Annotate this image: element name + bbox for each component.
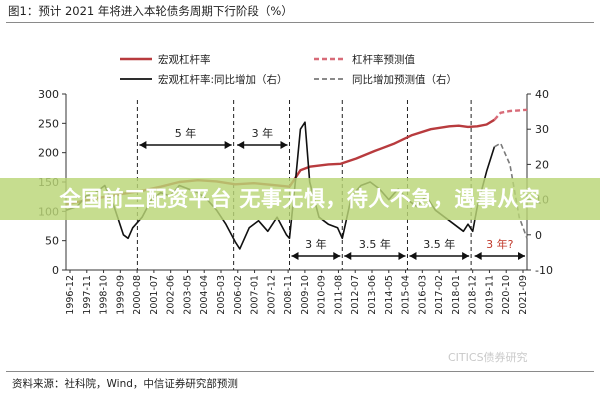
x-tick-label: 2000-08 (132, 275, 143, 315)
span-annotation-label: 5 年 (175, 126, 197, 140)
y-right-tick-label: 30 (535, 123, 549, 136)
y-right-tick-label: 0 (535, 229, 542, 242)
x-tick-label: 2010-09 (317, 275, 328, 315)
y-right-tick-label: 40 (535, 88, 549, 101)
y-left-tick-label: 0 (52, 264, 59, 277)
x-tick-label: 2001-07 (149, 275, 160, 315)
tick-layer: 050100150200250300-100102030401996-12199… (38, 88, 553, 315)
x-tick-label: 2021-09 (518, 275, 529, 315)
span-annotation: 3 年? (474, 237, 525, 260)
span-arrow-head-left (474, 252, 482, 260)
x-tick-label: 1996-12 (65, 275, 76, 315)
span-arrow-head-right (462, 252, 470, 260)
x-tick-label: 2007-12 (266, 275, 277, 315)
x-tick-label: 2020-10 (501, 275, 512, 315)
x-tick-label: 2005-03 (216, 275, 227, 315)
span-arrow-head-right (518, 252, 525, 260)
span-annotation-label: 3.5 年 (423, 237, 455, 251)
x-tick-label: 1999-09 (115, 275, 126, 315)
legend-item: 宏观杠杆率:同比增加（右） (120, 73, 288, 86)
x-tick-label: 2002-06 (166, 275, 177, 315)
yoy-forecast-line (494, 142, 528, 239)
x-tick-label: 2018-01 (451, 275, 462, 315)
x-tick-label: 2014-05 (384, 275, 395, 315)
legend-label: 同比增加预测值（右） (352, 73, 457, 86)
y-left-tick-label: 50 (45, 235, 59, 248)
span-arrow-head-right (224, 141, 232, 149)
figure-title: 图1：预计 2021 年将进入本轮债务周期下行阶段（%） (8, 4, 293, 18)
y-right-tick-label: 20 (535, 158, 549, 171)
x-tick-label: 2013-06 (367, 275, 378, 315)
span-annotation: 5 年 (139, 126, 232, 149)
span-arrow-head-left (139, 141, 147, 149)
span-annotation-label: 3 年? (486, 237, 513, 251)
span-annotation: 3.5 年 (344, 237, 406, 260)
span-arrow-head-right (333, 252, 341, 260)
span-annotation: 3 年 (291, 237, 341, 260)
promo-banner-text: 全国前三配资平台 无事无惧，待人不急，遇事从容 (59, 187, 541, 211)
x-tick-label: 2004-04 (199, 275, 210, 315)
span-arrow-head-left (291, 252, 299, 260)
x-tick-label: 2006-02 (233, 275, 244, 315)
x-tick-label: 2012-07 (350, 275, 361, 315)
bottom-rule (6, 371, 594, 372)
legend-label: 宏观杠杆率:同比增加（右） (158, 73, 288, 86)
x-tick-label: 2011-08 (333, 275, 344, 315)
x-tick-label: 1997-11 (82, 275, 93, 315)
span-arrow-head-left (344, 252, 352, 260)
span-arrow-head-left (237, 141, 245, 149)
x-tick-label: 1998-10 (99, 275, 110, 315)
top-rule (6, 22, 594, 23)
span-annotation-label: 3 年 (252, 126, 274, 140)
x-tick-label: 2017-02 (434, 275, 445, 315)
legend-item: 宏观杠杆率 (120, 53, 211, 66)
x-tick-label: 2018-12 (468, 275, 479, 315)
y-left-tick-label: 200 (38, 147, 59, 160)
span-annotation-label: 3 年 (305, 237, 327, 251)
x-tick-label: 2015-04 (401, 275, 412, 315)
source-note: 资料来源：社科院，Wind，中信证券研究部预测 (12, 378, 238, 390)
legend-label: 杠杆率预测值 (352, 53, 415, 66)
legend-item: 同比增加预测值（右） (314, 73, 457, 86)
span-annotation-label: 3.5 年 (359, 237, 391, 251)
y-right-tick-label: -10 (535, 264, 553, 277)
span-arrow-head-right (398, 252, 406, 260)
legend-label: 宏观杠杆率 (158, 53, 211, 66)
y-left-tick-label: 250 (38, 117, 59, 130)
span-arrow-head-right (280, 141, 288, 149)
x-tick-label: 2007-01 (250, 275, 261, 315)
span-arrow-head-left (409, 252, 417, 260)
x-tick-label: 2008-11 (283, 275, 294, 315)
x-tick-label: 2009-10 (300, 275, 311, 315)
promo-banner: 全国前三配资平台 无事无惧，待人不急，遇事从容 (0, 178, 600, 220)
leverage-forecast-line (493, 108, 528, 121)
annotation-layer: 5 年 3 年 3 年 3.5 年 3.5 年 3 年? (139, 126, 525, 260)
span-annotation: 3.5 年 (409, 237, 470, 260)
y-left-tick-label: 300 (38, 88, 59, 101)
watermark-text: CITICS债券研究 (448, 351, 528, 364)
x-tick-label: 2016-03 (417, 275, 428, 315)
x-tick-label: 2003-05 (182, 275, 193, 315)
legend-item: 杠杆率预测值 (314, 53, 415, 66)
x-tick-label: 2019-11 (484, 275, 495, 315)
span-annotation: 3 年 (237, 126, 288, 149)
